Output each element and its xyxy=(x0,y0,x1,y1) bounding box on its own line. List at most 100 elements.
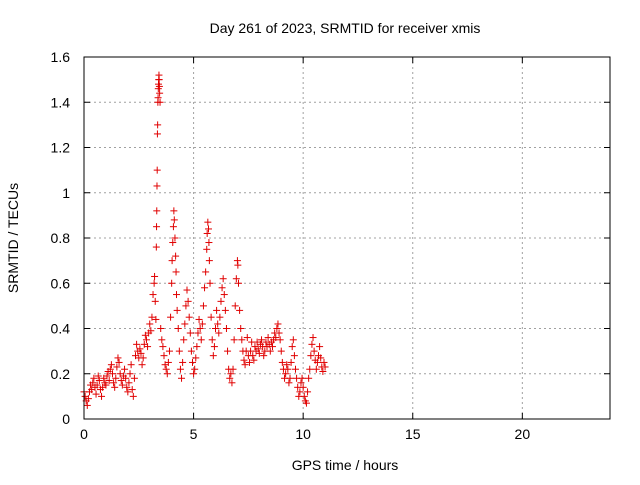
data-point xyxy=(237,325,245,332)
data-point xyxy=(317,354,325,362)
data-point xyxy=(95,377,103,385)
data-point xyxy=(221,306,229,314)
x-tick-label: 0 xyxy=(80,426,88,442)
data-point xyxy=(203,229,211,237)
data-point xyxy=(186,329,194,337)
data-point xyxy=(164,358,172,366)
data-point xyxy=(151,272,159,280)
data-point xyxy=(111,383,119,391)
data-point xyxy=(300,392,308,400)
data-point xyxy=(128,386,136,394)
data-point xyxy=(216,313,224,321)
data-point xyxy=(152,315,160,323)
data-point xyxy=(220,291,228,299)
data-point xyxy=(266,347,274,355)
data-point xyxy=(183,286,191,294)
data-point xyxy=(98,392,106,400)
data-point xyxy=(156,98,164,106)
data-point xyxy=(83,401,91,409)
data-point xyxy=(156,89,164,97)
data-point xyxy=(117,377,125,385)
data-point xyxy=(130,374,138,382)
data-point xyxy=(212,325,219,332)
data-point xyxy=(215,329,223,337)
data-point xyxy=(172,268,180,276)
data-point xyxy=(158,336,166,344)
data-point xyxy=(179,358,187,366)
y-tick-label: 1.2 xyxy=(51,140,71,156)
data-point xyxy=(108,370,116,378)
data-point xyxy=(291,365,299,373)
data-point xyxy=(268,343,276,351)
data-point xyxy=(228,379,236,387)
data-point xyxy=(147,327,155,335)
data-point xyxy=(154,94,162,102)
data-point xyxy=(285,379,293,387)
data-point xyxy=(289,336,297,344)
grid-lines xyxy=(84,57,610,419)
data-point xyxy=(106,365,114,373)
data-point xyxy=(127,361,135,369)
data-point xyxy=(278,358,286,366)
data-point xyxy=(155,76,163,84)
data-point xyxy=(168,279,176,287)
data-point xyxy=(286,374,294,382)
data-point xyxy=(197,336,205,344)
data-point xyxy=(306,365,314,373)
data-point xyxy=(172,291,180,299)
data-point xyxy=(188,358,196,366)
data-point xyxy=(305,374,313,382)
data-point xyxy=(304,388,312,396)
data-point xyxy=(275,329,283,337)
data-point xyxy=(249,352,257,360)
data-point xyxy=(187,347,195,355)
data-point xyxy=(175,347,183,355)
y-tick-label: 1.4 xyxy=(51,94,71,110)
data-point xyxy=(255,349,263,357)
data-point xyxy=(90,374,98,382)
data-point xyxy=(184,297,192,305)
data-point xyxy=(205,257,213,265)
data-point xyxy=(214,320,222,328)
data-point xyxy=(154,121,162,129)
data-point xyxy=(210,343,218,351)
data-point xyxy=(190,370,198,378)
x-tick-label: 20 xyxy=(515,426,531,442)
data-point xyxy=(204,218,212,226)
data-point xyxy=(213,306,221,314)
data-point xyxy=(274,320,282,328)
data-point xyxy=(110,379,118,387)
data-point xyxy=(172,252,180,260)
data-point xyxy=(153,166,161,174)
data-point xyxy=(316,343,324,351)
data-point xyxy=(226,374,234,382)
data-point xyxy=(176,365,184,373)
data-point xyxy=(282,370,290,378)
data-point xyxy=(151,297,159,305)
data-points xyxy=(80,71,329,409)
data-point xyxy=(202,268,210,276)
data-point xyxy=(192,354,200,362)
data-point xyxy=(182,302,190,310)
y-tick-label: 1 xyxy=(62,185,70,201)
data-point xyxy=(93,381,101,389)
data-point xyxy=(321,363,329,371)
data-point xyxy=(115,358,123,366)
data-point xyxy=(107,361,115,369)
x-tick-label: 15 xyxy=(405,426,421,442)
data-point xyxy=(160,352,168,360)
data-point xyxy=(312,365,320,373)
data-point xyxy=(310,347,318,355)
data-point xyxy=(260,352,268,360)
data-point xyxy=(92,390,100,398)
data-point xyxy=(162,365,170,373)
data-point xyxy=(163,370,171,378)
data-point xyxy=(273,325,281,332)
data-point xyxy=(203,245,211,253)
data-point xyxy=(238,336,246,344)
data-point xyxy=(258,336,266,344)
data-point xyxy=(169,223,177,231)
data-point xyxy=(290,352,298,360)
